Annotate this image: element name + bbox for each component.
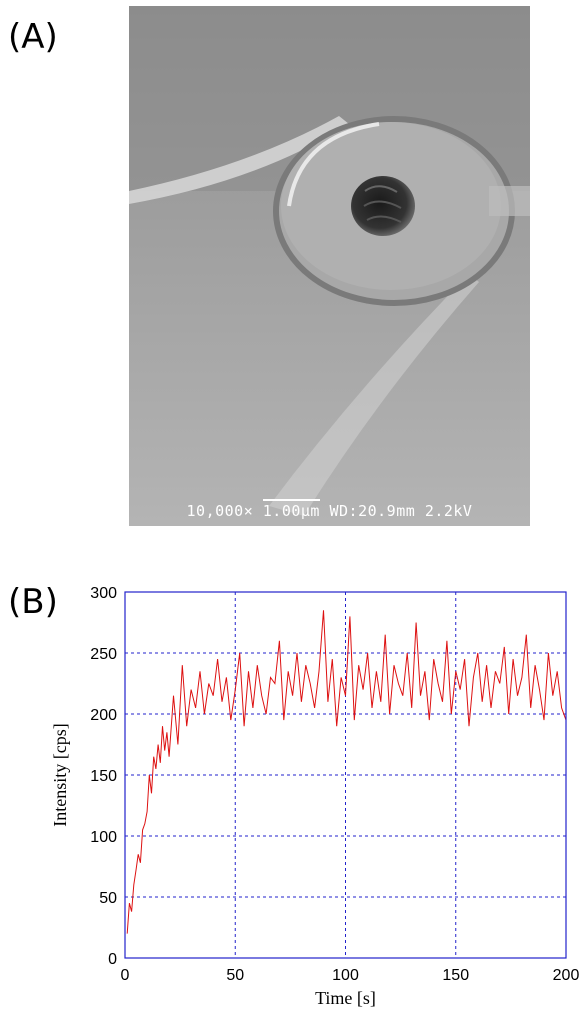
x-tick-label-0: 0	[121, 967, 130, 984]
intensity-series-line	[126, 610, 567, 934]
x-tick-label-100: 100	[332, 967, 359, 984]
y-tick-label-50: 50	[99, 890, 117, 907]
y-axis-label: Intensity [cps]	[50, 723, 70, 826]
sem-info-bar: 10,000× 1.00μm WD:20.9mm 2.2kV	[129, 499, 530, 520]
sem-scale-bar: 1.00μm	[262, 499, 321, 520]
sem-micrograph: 10,000× 1.00μm WD:20.9mm 2.2kV	[129, 6, 530, 526]
x-tick-label-200: 200	[553, 967, 580, 984]
panel-label-a: (A)	[8, 17, 58, 57]
y-tick-label-250: 250	[90, 646, 117, 663]
chart-series	[126, 610, 567, 934]
sem-voltage: 2.2kV	[424, 502, 473, 520]
x-axis-label: Time [s]	[315, 988, 376, 1008]
chart-grid	[125, 592, 566, 958]
plot-frame	[124, 591, 567, 959]
x-tick-label-150: 150	[442, 967, 469, 984]
y-tick-label-300: 300	[90, 585, 117, 602]
panel-label-b: (B)	[8, 582, 58, 622]
y-tick-label-200: 200	[90, 707, 117, 724]
x-tick-label-50: 50	[226, 967, 244, 984]
sem-image-graphic	[129, 6, 530, 526]
y-tick-label-150: 150	[90, 768, 117, 785]
y-tick-label-100: 100	[90, 829, 117, 846]
sem-working-distance: WD:20.9mm	[329, 502, 416, 520]
y-tick-label-0: 0	[108, 951, 117, 968]
sem-magnification: 10,000×	[186, 502, 254, 520]
chart-ticks: 0 50 100 150 200 0 50 100 150 200 250 300	[90, 585, 579, 984]
